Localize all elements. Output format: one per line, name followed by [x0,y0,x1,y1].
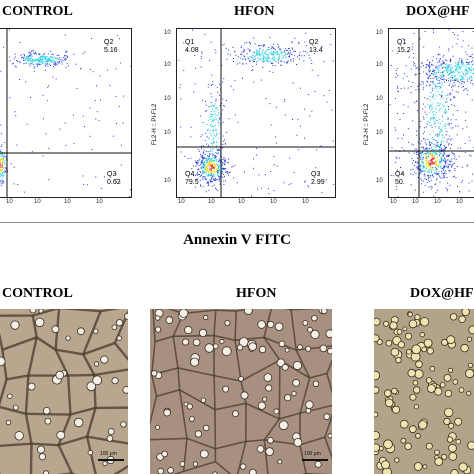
event-cloud [413,53,463,183]
y-tick-dox-2: 10 [376,62,383,68]
flow-scatter-control [0,29,131,197]
cell-structures [150,309,332,474]
quadrant-q4-hfon: Q4 79.5 [185,171,199,186]
quadrant-q1-hfon: Q1 4.08 [185,39,199,54]
y-tick-dox-1: 10 [376,30,383,36]
y-axis-label-dox: FL2-H :: PI-FL2 [364,103,370,145]
y-tick-hfon-5: 10 [164,178,171,184]
event-cloud [401,134,457,191]
micrograph-hfon: 100 μm [150,309,332,474]
scale-bar-control [98,459,124,461]
y-tick-dox-4: 10 [376,130,383,136]
y-tick-dox-3: 10 [376,96,383,102]
y-tick-dox-5: 10 [376,178,383,184]
x-tick-dox-4: 10 [456,199,463,205]
flow-plot-dox: Q1 15.2 Q4 50. [388,28,474,198]
quadrant-q1-dox: Q1 15.2 [397,39,411,54]
sparse-events [0,29,131,197]
micrograph-dox-image [374,309,474,474]
x-tick-hfon-5: 10 [302,199,309,205]
x-tick-hfon-1: 10 [178,199,185,205]
cell-structures [0,309,128,474]
x-tick-dox-1: 10 [390,199,397,205]
event-cloud [227,41,312,71]
micrograph-hfon-image [150,309,332,474]
x-tick-hfon-2: 10 [208,199,215,205]
scale-bar-hfon [302,459,328,461]
quadrant-q2-control: Q2 5.16 [104,39,118,54]
event-cloud [0,124,12,187]
y-tick-hfon-3: 10 [164,96,171,102]
flow-title-dox: DOX@HF [406,4,470,19]
micro-title-control: CONTROL [2,286,73,301]
scale-label-hfon: 100 μm [304,451,321,457]
sparse-events [389,29,474,197]
y-axis-label-hfon: FL2-H :: PI-FL2 [152,103,158,145]
x-tick-control-1: 10 [6,199,13,205]
micro-title-hfon: HFON [236,286,277,301]
micrograph-control-image [0,309,128,474]
quadrant-q2-hfon: Q2 13.4 [309,39,323,54]
flow-title-control: CONTROL [2,4,73,19]
x-axis-title: Annexin V FITC [183,232,291,248]
x-tick-dox-2: 10 [412,199,419,205]
micrograph-control: 100 μm [0,309,128,474]
x-tick-control-2: 10 [34,199,41,205]
flow-scatter-hfon [177,29,335,197]
flow-scatter-dox [389,29,474,197]
scale-label-control: 100 μm [100,451,117,457]
x-tick-control-4: 10 [96,199,103,205]
micrograph-dox [374,309,474,474]
event-cloud [187,141,236,193]
flow-plot-control: Q2 5.16 Q3 0.62 [0,28,132,198]
cell-structures [374,309,474,474]
section-divider [0,222,474,223]
quadrant-q3-control: Q3 0.62 [107,171,121,186]
x-tick-hfon-3: 10 [238,199,245,205]
x-tick-dox-3: 10 [434,199,441,205]
y-tick-hfon-4: 10 [164,130,171,136]
quadrant-q4-dox: Q4 50. [395,171,405,186]
y-tick-hfon-1: 10 [164,30,171,36]
x-tick-hfon-4: 10 [270,199,277,205]
flow-title-hfon: HFON [234,4,275,19]
x-tick-control-3: 10 [64,199,71,205]
quadrant-q3-hfon: Q3 2.99 [311,171,325,186]
flow-plot-hfon: Q1 4.08 Q2 13.4 Q3 2.99 Q4 79.5 [176,28,336,198]
y-tick-hfon-2: 10 [164,62,171,68]
event-cloud [3,46,77,72]
micro-title-dox: DOX@HF [410,286,474,301]
